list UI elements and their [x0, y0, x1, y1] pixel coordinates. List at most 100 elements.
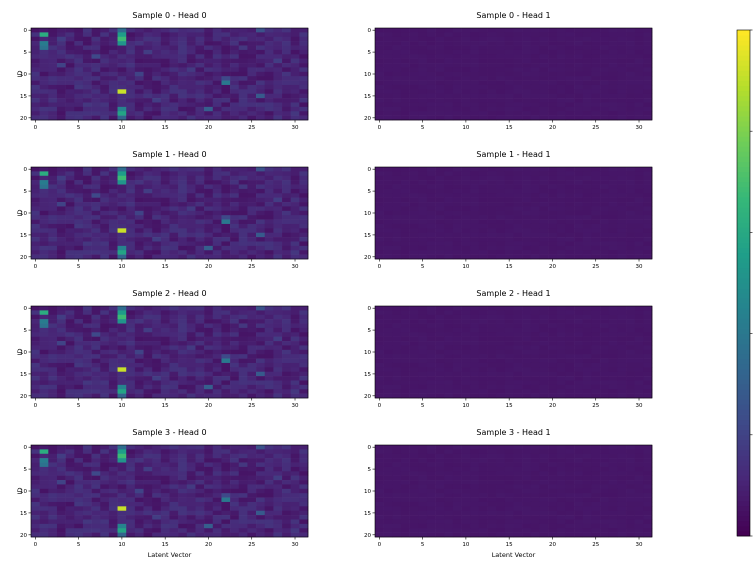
heatmap-cell: [108, 175, 118, 181]
heatmap-cell: [418, 84, 428, 90]
heatmap-cell: [212, 314, 222, 320]
heatmap-cell: [548, 171, 558, 177]
heatmap-cell: [160, 175, 170, 181]
heatmap-cell: [608, 210, 618, 216]
heatmap-cell: [143, 488, 153, 494]
heatmap-cell: [556, 245, 566, 251]
heatmap-cell: [178, 45, 188, 51]
x-tick-label: 25: [248, 264, 255, 270]
heatmap-cell: [461, 306, 471, 311]
heatmap-cell: [539, 188, 549, 194]
heatmap-cell: [91, 314, 101, 320]
heatmap-cell: [108, 45, 118, 51]
heatmap-cell: [82, 384, 92, 390]
heatmap-cell: [221, 115, 231, 121]
heatmap-cell: [169, 449, 179, 455]
heatmap-cell: [152, 167, 162, 172]
heatmap-cell: [100, 493, 110, 498]
heatmap-cell: [256, 389, 266, 394]
heatmap-cell: [117, 111, 127, 116]
heatmap-cell: [212, 28, 222, 33]
heatmap-cell: [238, 89, 248, 95]
heatmap-cell: [383, 80, 393, 86]
heatmap-cell: [204, 384, 214, 390]
heatmap-cell: [299, 358, 309, 364]
heatmap-cell: [82, 71, 92, 77]
heatmap-cell: [290, 84, 300, 90]
heatmap-cell: [444, 54, 454, 59]
heatmap-cell: [626, 241, 635, 247]
heatmap-cell: [299, 237, 309, 242]
heatmap-cell: [74, 93, 84, 99]
heatmap-cell: [608, 206, 618, 212]
heatmap-cell: [65, 306, 75, 311]
heatmap-cell: [126, 515, 136, 520]
heatmap-cell: [383, 167, 393, 172]
heatmap-cell: [230, 310, 240, 316]
heatmap-cell: [56, 453, 66, 459]
heatmap-cell: [31, 241, 40, 247]
heatmap-cell: [478, 354, 488, 359]
heatmap-cell: [212, 306, 222, 311]
y-tick-label: 10: [364, 72, 371, 78]
heatmap-cell: [56, 98, 66, 103]
heatmap-cell: [504, 376, 514, 381]
heatmap-cell: [426, 180, 436, 185]
heatmap-cell: [626, 171, 635, 177]
heatmap-cell: [100, 523, 110, 529]
heatmap-cell: [565, 376, 575, 381]
heatmap-cell: [91, 67, 101, 73]
heatmap-cell: [74, 493, 84, 498]
heatmap-cell: [290, 210, 300, 216]
heatmap-cell: [264, 93, 274, 99]
heatmap-cell: [117, 445, 127, 450]
heatmap-cell: [565, 49, 575, 55]
heatmap-cell: [426, 197, 436, 203]
heatmap-cell: [608, 310, 618, 316]
heatmap-cell: [143, 63, 153, 68]
heatmap-cell: [82, 515, 92, 520]
heatmap-cell: [383, 237, 393, 242]
heatmap-cell: [247, 63, 257, 68]
heatmap-cell: [452, 106, 462, 112]
heatmap-cell: [212, 528, 222, 533]
heatmap-cell: [496, 367, 506, 373]
heatmap-cell: [299, 354, 309, 359]
heatmap-cell: [496, 336, 506, 342]
heatmap-cell: [152, 332, 162, 337]
heatmap-cell: [256, 245, 266, 251]
heatmap-cell: [617, 306, 627, 311]
heatmap-cells: [31, 306, 309, 399]
heatmap-cell: [134, 250, 144, 255]
heatmap-cell: [204, 237, 214, 242]
heatmap-cell: [247, 493, 257, 498]
heatmap-cell: [117, 241, 127, 247]
heatmap-cell: [461, 84, 471, 90]
heatmap-cell: [375, 111, 384, 116]
heatmap-cell: [608, 336, 618, 342]
heatmap-cell: [39, 63, 49, 68]
heatmap-cell: [91, 180, 101, 185]
heatmap-cell: [626, 384, 635, 390]
heatmap-cell: [643, 98, 653, 103]
heatmap-cell: [470, 314, 480, 320]
heatmap-cell: [247, 219, 257, 225]
heatmap-cell: [409, 63, 419, 68]
heatmap-cell: [178, 501, 188, 507]
heatmap-cell: [478, 237, 488, 242]
heatmap-cell: [82, 63, 92, 68]
heatmap-cell: [426, 349, 436, 355]
heatmap-cell: [195, 210, 205, 216]
heatmap-cell: [617, 28, 627, 33]
heatmap-cell: [195, 58, 205, 64]
heatmap-cell: [418, 245, 428, 251]
heatmap-cell: [152, 223, 162, 229]
heatmap-cell: [444, 228, 454, 234]
heatmap-cell: [256, 93, 266, 99]
heatmap-cell: [31, 458, 40, 463]
heatmap-cell: [273, 49, 283, 55]
heatmap-cell: [74, 115, 84, 121]
heatmap-cell: [299, 332, 309, 337]
heatmap-cell: [375, 202, 384, 207]
heatmap-cell: [134, 449, 144, 455]
